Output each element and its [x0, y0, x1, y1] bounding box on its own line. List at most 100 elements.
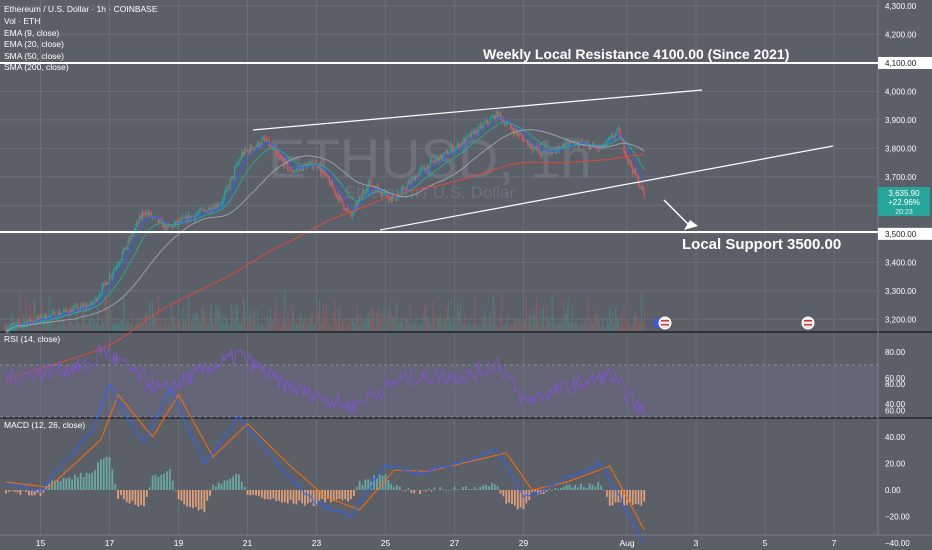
legend-volume[interactable]: Vol · ETH: [4, 16, 40, 26]
macd-histogram-bar: [545, 490, 548, 492]
ema20-line[interactable]: [5, 121, 645, 333]
candle-body: [226, 187, 228, 189]
volume-bar: [255, 325, 257, 331]
candle-body: [183, 217, 185, 219]
legend-ema9[interactable]: EMA (9, close): [4, 28, 59, 38]
candle-body: [474, 130, 476, 136]
candle-body: [531, 147, 533, 150]
chart-title[interactable]: Ethereum / U.S. Dollar · 1h · COINBASE: [4, 4, 158, 14]
volume-bar: [200, 307, 203, 331]
candle-body: [428, 165, 430, 170]
channel-lower-line[interactable]: [379, 145, 834, 231]
candle-body: [330, 181, 332, 186]
macd-histogram-bar: [588, 483, 591, 490]
candle-body: [130, 234, 132, 241]
candle-body: [111, 273, 113, 277]
legend-sma50[interactable]: SMA (50, close): [4, 51, 64, 61]
candle-body: [215, 204, 217, 210]
macd-histogram-bar: [249, 490, 252, 496]
sma50-line[interactable]: [5, 129, 645, 333]
candle-body: [524, 139, 526, 142]
volume-bar: [149, 300, 151, 331]
volume-bar: [555, 323, 558, 331]
macd-line[interactable]: [5, 383, 645, 542]
volume-bar: [558, 324, 561, 331]
candle-body: [261, 139, 263, 145]
candle-body: [320, 165, 322, 172]
volume-bar: [87, 323, 89, 331]
macd-histogram-bar: [140, 490, 143, 505]
rsi-line[interactable]: [5, 343, 645, 417]
macd-signal-line[interactable]: [5, 393, 645, 531]
volume-bar: [357, 313, 359, 331]
candle-body: [72, 308, 75, 314]
macd-histogram-bar: [281, 490, 283, 503]
volume-bar: [374, 326, 377, 331]
macd-histogram-bar: [246, 490, 249, 495]
candle-body: [405, 189, 407, 191]
volume-bar: [337, 308, 339, 331]
macd-histogram-bar: [496, 486, 499, 490]
candle-body: [564, 146, 566, 148]
candle-body: [400, 188, 402, 194]
volume-bar: [590, 318, 592, 331]
ema9-line[interactable]: [5, 116, 645, 333]
candle-body: [515, 129, 517, 133]
volume-bar: [209, 309, 211, 331]
event-flags[interactable]: [653, 316, 815, 330]
volume-bar: [629, 323, 631, 331]
rsi-label[interactable]: RSI (14, close): [4, 334, 60, 344]
legend-sma200[interactable]: SMA (200, close): [4, 62, 69, 72]
rsi-tick-label: 60.00: [885, 374, 906, 383]
volume-bar: [494, 306, 496, 331]
candle-body: [285, 160, 287, 163]
macd-histogram-bar: [263, 490, 266, 500]
price-tick-label: 3,300.00: [885, 287, 917, 296]
candle-body: [87, 305, 89, 309]
time-axis[interactable]: 15 17 19 21 23 25 27 29 Aug 3 5 7: [36, 538, 837, 548]
volume-bar: [113, 323, 115, 331]
sma200-line[interactable]: [5, 154, 645, 384]
us-flag-icon[interactable]: [658, 316, 672, 330]
volume-bar: [554, 325, 556, 331]
volume-bar: [152, 301, 154, 331]
volume-bar: [532, 308, 535, 331]
candle-body: [97, 297, 99, 302]
candle-body: [538, 148, 540, 154]
macd-histogram-bar: [643, 490, 646, 502]
volume-bar: [160, 319, 162, 331]
macd-histogram-bar: [631, 490, 634, 506]
candle-body: [229, 179, 231, 188]
macd-histogram-bar: [260, 490, 263, 498]
candle-body: [340, 195, 342, 199]
volume-bar: [394, 306, 397, 331]
volume-bar: [47, 322, 49, 331]
macd-histogram-bar: [19, 490, 22, 495]
macd-histogram-bar: [223, 480, 226, 490]
macd-histogram-bar: [416, 489, 419, 491]
candle-body: [133, 231, 135, 235]
macd-label[interactable]: MACD (12, 26, close): [4, 420, 85, 430]
candle-body: [509, 122, 512, 127]
volume-bar: [353, 321, 355, 331]
channel-upper-line[interactable]: [252, 89, 703, 131]
volume-bar: [74, 326, 76, 331]
candle-body: [432, 160, 434, 162]
us-flag-icon[interactable]: [801, 316, 815, 330]
volume-bar: [567, 299, 569, 331]
volume-bar: [285, 323, 287, 331]
candle-body: [189, 215, 191, 220]
macd-histogram-bar: [315, 490, 318, 506]
volume-bar: [249, 312, 251, 331]
macd-histogram-bar: [7, 490, 10, 492]
candle-body: [360, 196, 362, 198]
legend-ema20[interactable]: EMA (20, close): [4, 39, 64, 49]
macd-histogram-bar: [286, 490, 289, 504]
drawings[interactable]: Weekly Local Resistance 4100.00 (Since 2…: [0, 46, 878, 253]
volume-bar: [551, 294, 553, 331]
macd-tick-label: −20.00: [885, 513, 910, 522]
candle-body: [423, 166, 425, 170]
macd-histogram-bar: [404, 490, 407, 491]
macd-histogram-bar: [186, 490, 189, 507]
